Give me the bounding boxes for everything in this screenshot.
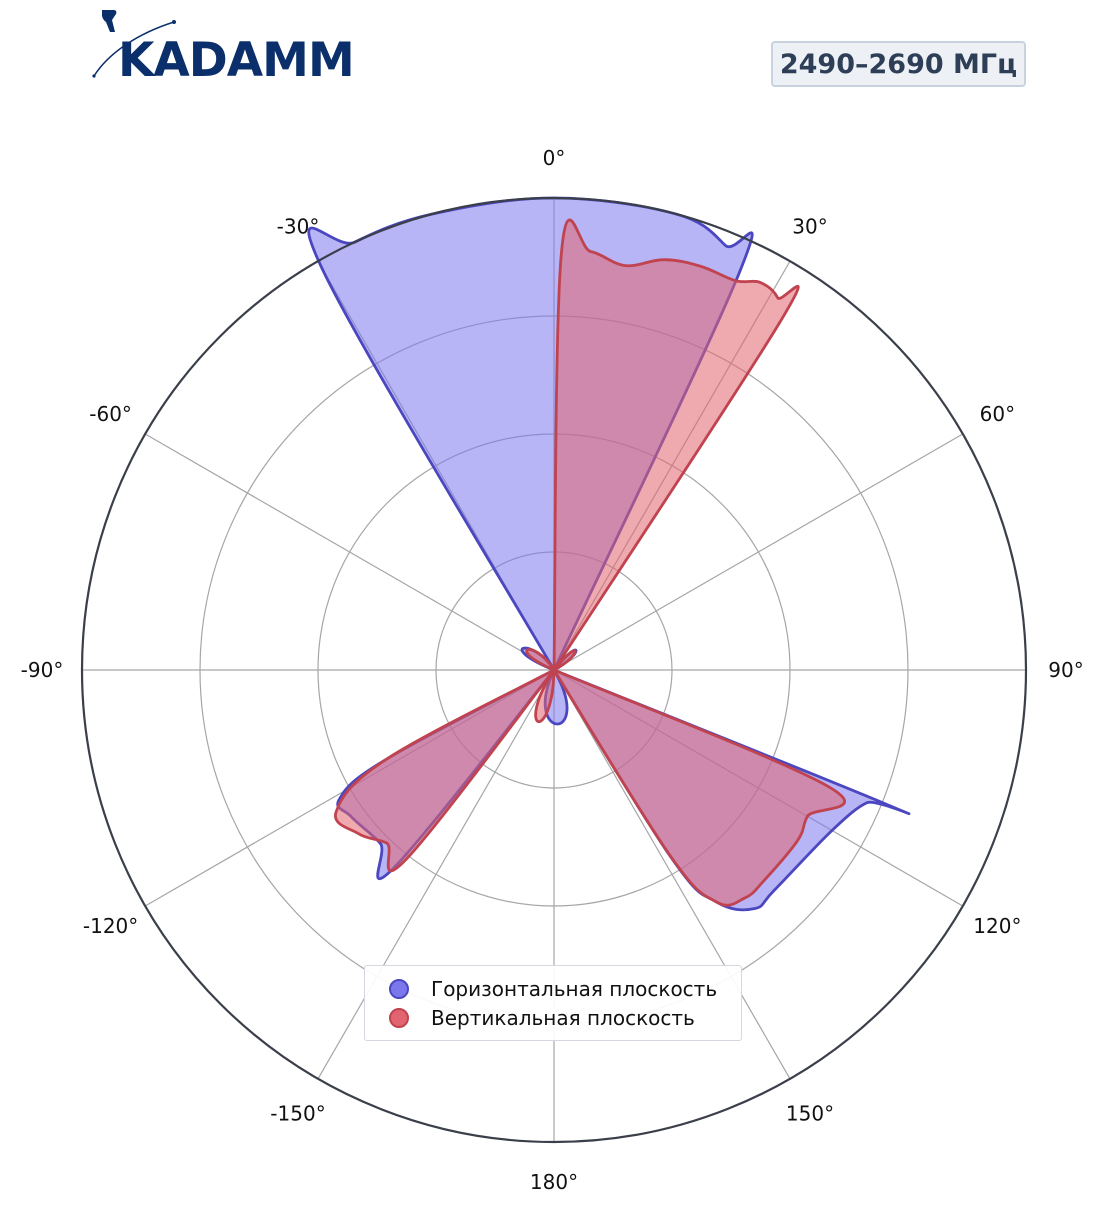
series-lobe (525, 648, 846, 907)
legend-marker-horizontal (389, 978, 409, 999)
angle-label: -60° (89, 402, 132, 426)
angle-label: 150° (786, 1101, 834, 1125)
angle-label: -30° (277, 215, 320, 239)
angle-label: 0° (543, 146, 566, 170)
angle-label: -120° (83, 914, 138, 938)
angle-label: 90° (1048, 658, 1083, 682)
angle-label: -150° (270, 1101, 325, 1125)
grid-spoke (553, 669, 791, 1080)
legend-item-vertical: Вертикальная плоскость (389, 1003, 741, 1032)
legend-item-horizontal: Горизонтальная плоскость (389, 974, 741, 1003)
legend-marker-vertical (389, 1007, 409, 1028)
angle-label: 60° (980, 402, 1015, 426)
series-lobe (534, 218, 800, 723)
chart-legend: Горизонтальная плоскость Вертикальная пл… (364, 965, 742, 1041)
grid-spoke (317, 669, 555, 1080)
series-layer (307, 196, 911, 912)
angle-label: 30° (792, 215, 827, 239)
legend-label-vertical: Вертикальная плоскость (431, 1005, 695, 1030)
grid-spoke (144, 433, 555, 671)
grid-spoke (553, 433, 964, 671)
angle-label: -90° (21, 658, 64, 682)
logo-emblem-icon (92, 10, 176, 78)
outer-circle (80, 196, 1028, 1144)
angle-labels: 0° 30° 60° 90° 120° 150° 180° -150° -120° -90° -60… (21, 146, 1084, 1194)
polar-frame (80, 196, 1028, 1144)
series-lobe (334, 649, 577, 873)
brand-logo: KADAMM (92, 10, 355, 84)
angle-label: 120° (973, 914, 1021, 938)
series-vertical (334, 218, 846, 907)
legend-label-horizontal: Горизонтальная плоскость (431, 976, 718, 1001)
angle-label: 180° (530, 1170, 578, 1194)
logo-wordmark: KADAMM (118, 33, 354, 84)
frequency-badge: 2490–2690 МГц (771, 41, 1026, 87)
